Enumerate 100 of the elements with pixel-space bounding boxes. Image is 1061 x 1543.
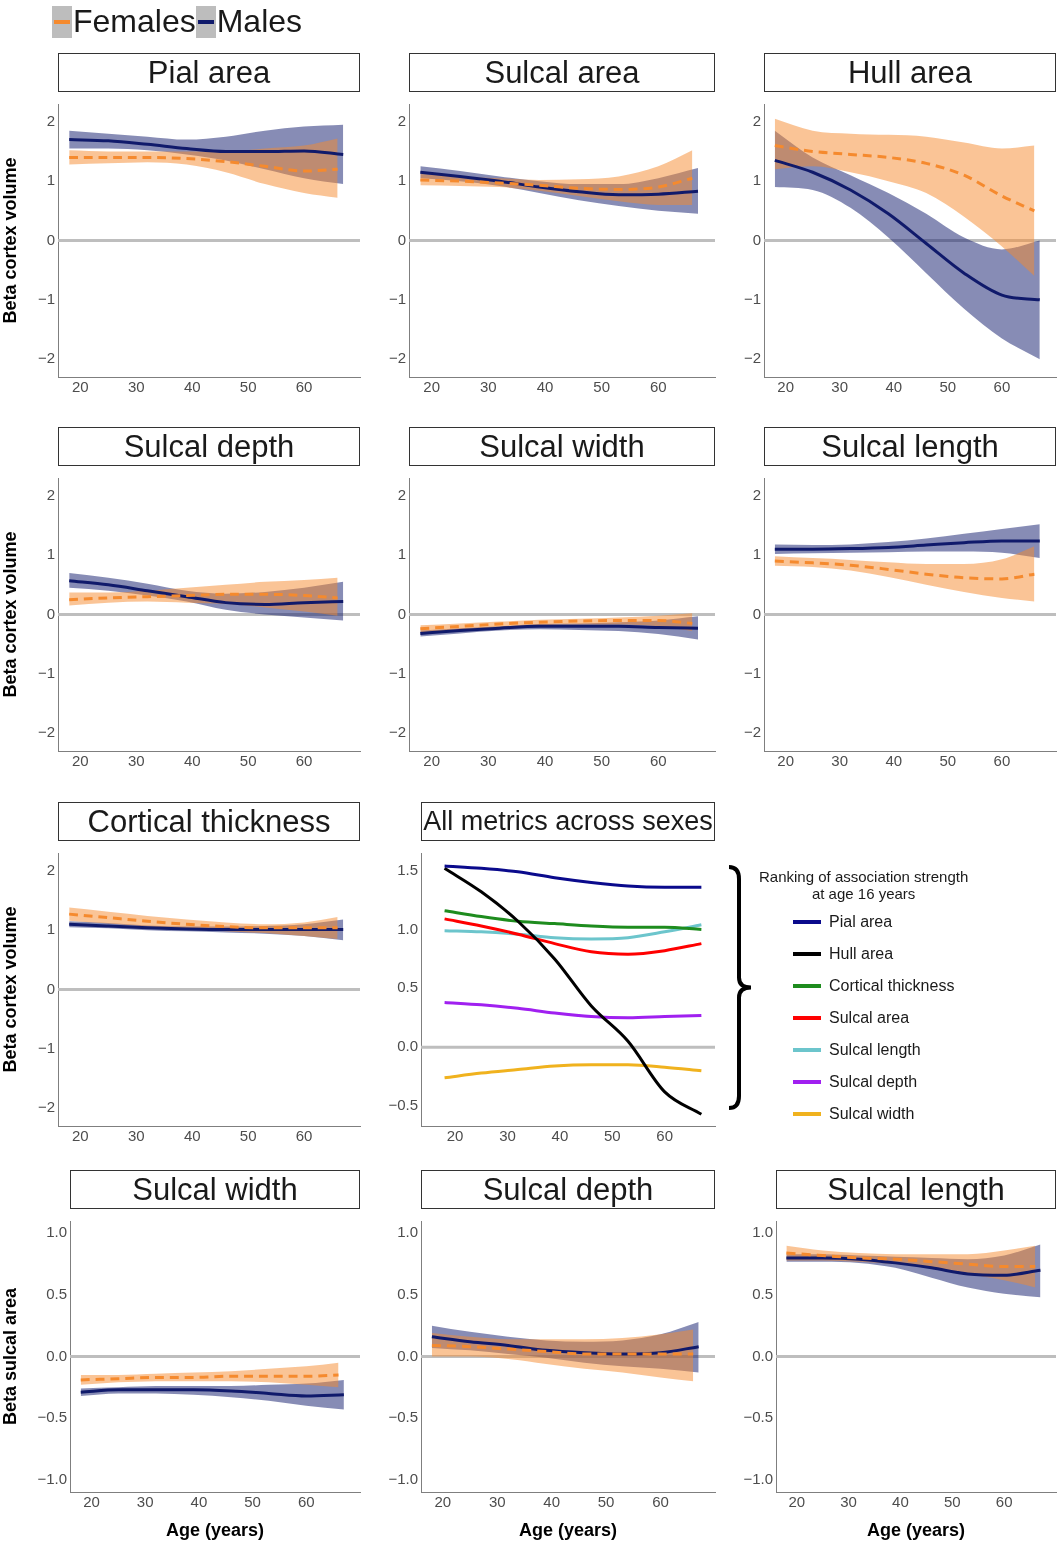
chart-title: All metrics across sexes — [421, 802, 715, 841]
chart-title: Sulcal depth — [421, 1170, 715, 1209]
y-tick-label: 2 — [46, 111, 55, 129]
y-axis-title: Beta cortex volume — [0, 157, 20, 324]
y-tick-label: 1 — [46, 545, 55, 563]
x-tick-label: 60 — [297, 1493, 315, 1511]
x-axis-title: Age (years) — [866, 1520, 966, 1541]
y-tick-label: −1.0 — [37, 1469, 67, 1487]
y-tick-label: −2 — [37, 349, 55, 367]
legend-label: Sulcal depth — [829, 1073, 918, 1091]
y-tick-label: 0 — [752, 604, 761, 622]
x-tick-label: 50 — [597, 1493, 615, 1511]
legend-label: Females — [73, 3, 196, 40]
y-axis-title: Beta cortex volume — [0, 906, 20, 1073]
x-tick-label: 30 — [479, 378, 497, 396]
x-tick-label: 50 — [593, 378, 611, 396]
x-tick-label: 20 — [423, 378, 441, 396]
x-tick-label: 50 — [239, 378, 257, 396]
x-tick-label: 30 — [499, 1127, 516, 1145]
y-tick-label: 1.0 — [752, 1223, 773, 1241]
y-tick-label: −1 — [388, 289, 406, 307]
y-tick-label: 2 — [46, 485, 55, 503]
y-tick-label: 2 — [397, 485, 406, 503]
y-tick-label: 0 — [46, 230, 55, 248]
x-tick-label: 30 — [127, 378, 145, 396]
x-tick-label: 50 — [939, 752, 957, 770]
y-tick-label: 1.0 — [397, 919, 418, 937]
x-tick-label: 40 — [551, 1127, 569, 1145]
x-tick-label: 60 — [652, 1493, 669, 1511]
x-axis-title: Age (years) — [518, 1520, 618, 1541]
line-series — [67, 138, 345, 156]
y-axis-title: Beta sulcal area — [0, 1286, 20, 1426]
y-tick-label: 1.0 — [397, 1223, 418, 1241]
x-tick-label: 30 — [831, 378, 849, 396]
y-tick-label: 0.5 — [752, 1285, 773, 1303]
y-tick-label: 1 — [752, 545, 761, 563]
x-tick-label: 40 — [543, 1493, 561, 1511]
x-tick-label: 60 — [295, 1127, 313, 1145]
y-tick-label: −1 — [743, 289, 761, 307]
y-tick-label: −2 — [37, 723, 55, 741]
y-tick-label: 1.0 — [46, 1223, 67, 1241]
x-tick-label: 40 — [190, 1493, 208, 1511]
line-series — [443, 1000, 703, 1020]
x-tick-label: 50 — [593, 752, 611, 770]
y-tick-label: −2 — [388, 349, 406, 367]
y-tick-label: −1 — [388, 663, 406, 681]
y-tick-label: 0.5 — [397, 978, 418, 996]
line-series — [67, 155, 340, 173]
chart-title: Sulcal length — [764, 427, 1056, 466]
x-tick-label: 50 — [239, 752, 257, 770]
y-tick-label: −0.5 — [388, 1096, 418, 1114]
y-tick-label: 0 — [46, 979, 55, 997]
line-series — [773, 539, 1042, 551]
x-tick-label: 60 — [993, 752, 1011, 770]
x-tick-label: 40 — [536, 752, 554, 770]
x-tick-label: 50 — [939, 378, 957, 396]
legend-title: Ranking of association strength at age 16 years — [759, 868, 969, 902]
line-series — [418, 624, 700, 635]
y-tick-label: −1.0 — [743, 1469, 773, 1487]
line-series — [418, 170, 700, 197]
line-series — [418, 618, 694, 631]
y-tick-label: −0.5 — [743, 1408, 773, 1426]
y-tick-label: 1.5 — [397, 860, 418, 878]
x-tick-label: 60 — [993, 378, 1011, 396]
chart-title: Sulcal length — [776, 1170, 1056, 1209]
x-tick-label: 40 — [183, 1127, 201, 1145]
x-tick-label: 20 — [446, 1127, 464, 1145]
y-tick-label: −2 — [37, 1098, 55, 1116]
x-tick-label: 30 — [488, 1493, 506, 1511]
y-tick-label: −2 — [388, 723, 406, 741]
chart-title: Sulcal width — [70, 1170, 360, 1209]
line-series — [773, 144, 1036, 213]
line-series — [773, 559, 1036, 581]
y-tick-label: 0.0 — [752, 1346, 773, 1364]
x-tick-label: 20 — [72, 752, 89, 770]
y-tick-label: 0.5 — [397, 1285, 418, 1303]
legend-label: Sulcal area — [829, 1009, 910, 1027]
legend-label: Cortical thickness — [829, 977, 955, 995]
x-tick-label: 40 — [892, 1493, 909, 1511]
x-tick-label: 60 — [295, 378, 313, 396]
y-axis-title: Beta cortex volume — [0, 531, 20, 698]
y-tick-label: 1 — [752, 171, 761, 189]
x-tick-label: 40 — [183, 752, 201, 770]
x-tick-label: 60 — [649, 752, 667, 770]
x-tick-label: 20 — [434, 1493, 452, 1511]
y-tick-label: 0.5 — [46, 1285, 67, 1303]
chart-title: Cortical thickness — [58, 802, 360, 841]
x-tick-label: 50 — [244, 1493, 261, 1511]
x-axis-title: Age (years) — [165, 1520, 265, 1541]
y-tick-label: 1 — [397, 545, 406, 563]
chart-title: Hull area — [764, 53, 1056, 92]
x-tick-label: 20 — [72, 378, 89, 396]
x-tick-label: 40 — [885, 752, 903, 770]
line-series — [430, 1343, 695, 1356]
chart-title: Pial area — [58, 53, 360, 92]
x-tick-label: 30 — [831, 752, 849, 770]
y-tick-label: 1 — [46, 171, 55, 189]
line-series — [443, 1063, 703, 1080]
line-series — [784, 1256, 1042, 1277]
line-series — [79, 1388, 346, 1398]
